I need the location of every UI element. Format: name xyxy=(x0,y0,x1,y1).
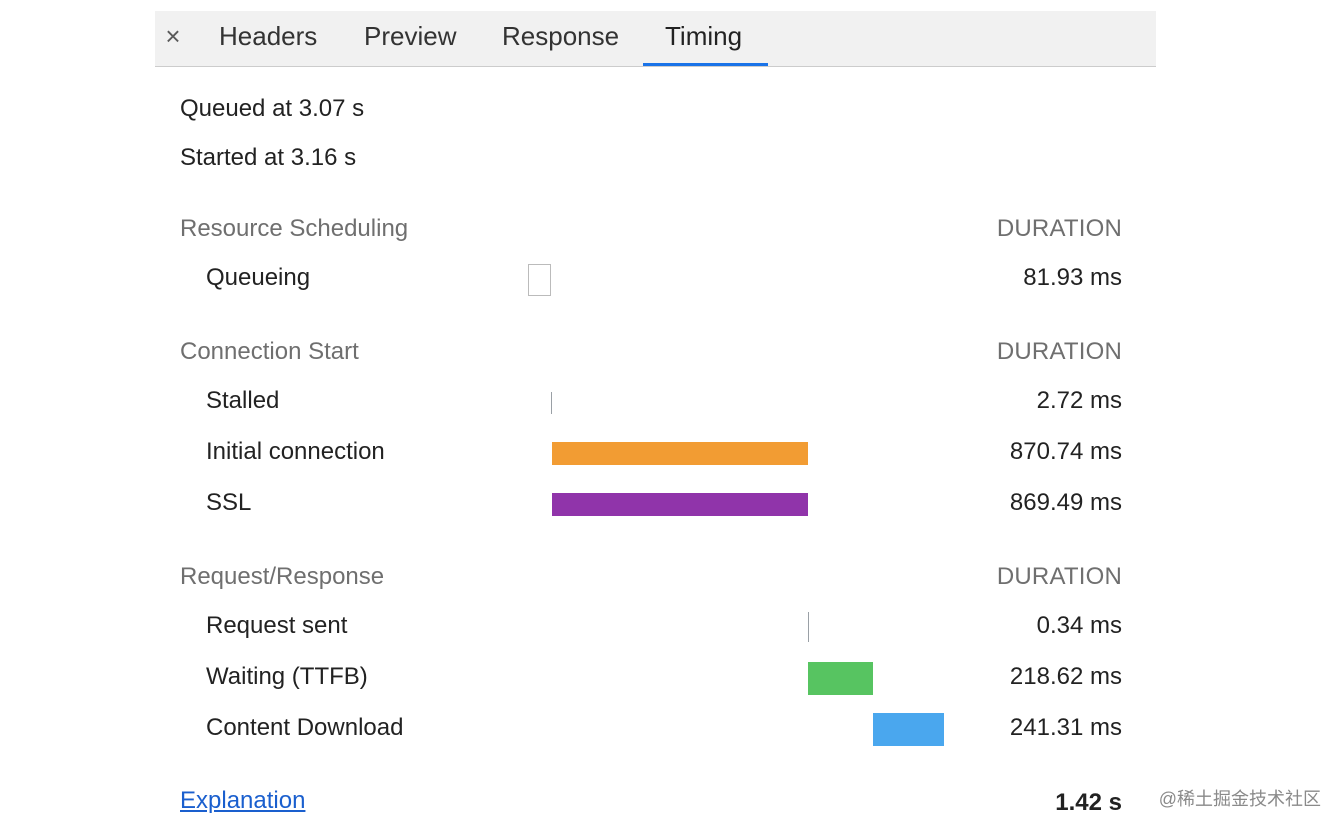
section-title: Connection Start xyxy=(180,338,359,365)
row-value: 218.62 ms xyxy=(1009,663,1122,690)
row-value: 81.93 ms xyxy=(1023,264,1122,291)
queued-at-text: Queued at 3.07 s xyxy=(180,95,365,122)
section-resource-scheduling: Resource Scheduling DURATION xyxy=(180,215,1122,243)
content-download-bar xyxy=(873,713,944,746)
timing-row-content-download: Content Download 241.31 ms xyxy=(206,712,1122,744)
active-tab-indicator xyxy=(643,63,768,66)
timing-row-stalled: Stalled 2.72 ms xyxy=(206,385,1122,417)
explanation-link[interactable]: Explanation xyxy=(180,787,306,814)
row-label: Stalled xyxy=(206,387,280,414)
initial-connection-bar xyxy=(552,442,808,465)
row-value: 241.31 ms xyxy=(1009,714,1122,741)
row-label: Content Download xyxy=(206,714,404,741)
waiting-ttfb-bar xyxy=(808,662,873,695)
section-title: Request/Response xyxy=(180,563,385,590)
total-duration: 1.42 s xyxy=(1055,789,1122,816)
section-title: Resource Scheduling xyxy=(180,215,409,242)
tab-timing[interactable]: Timing xyxy=(665,21,743,51)
row-value: 870.74 ms xyxy=(1009,438,1122,465)
section-connection-start: Connection Start DURATION xyxy=(180,338,1122,366)
row-value: 0.34 ms xyxy=(1036,612,1122,639)
row-label: Queueing xyxy=(206,264,311,291)
queueing-bar xyxy=(528,264,551,296)
duration-header: DURATION xyxy=(996,563,1122,590)
request-sent-bar xyxy=(808,612,809,642)
ssl-bar xyxy=(552,493,808,516)
tab-preview[interactable]: Preview xyxy=(364,21,457,51)
row-label: Request sent xyxy=(206,612,348,639)
row-label: SSL xyxy=(206,489,252,516)
tab-headers[interactable]: Headers xyxy=(219,21,318,51)
duration-header: DURATION xyxy=(996,215,1122,242)
timing-row-queueing: Queueing 81.93 ms xyxy=(206,262,1122,294)
timing-row-waiting-ttfb: Waiting (TTFB) 218.62 ms xyxy=(206,661,1122,693)
row-value: 2.72 ms xyxy=(1036,387,1122,414)
row-value: 869.49 ms xyxy=(1009,489,1122,516)
stalled-bar xyxy=(551,392,552,414)
duration-header: DURATION xyxy=(996,338,1122,365)
tab-bar xyxy=(155,11,1156,67)
timing-row-request-sent: Request sent 0.34 ms xyxy=(206,610,1122,642)
close-icon[interactable]: × xyxy=(165,21,181,51)
row-label: Initial connection xyxy=(206,438,385,465)
tab-response[interactable]: Response xyxy=(502,21,620,51)
started-at-text: Started at 3.16 s xyxy=(180,144,357,171)
section-request-response: Request/Response DURATION xyxy=(180,563,1122,591)
timing-row-initial-connection: Initial connection 870.74 ms xyxy=(206,436,1122,468)
row-label: Waiting (TTFB) xyxy=(206,663,368,690)
watermark: @稀土掘金技术社区 xyxy=(1158,789,1321,809)
timing-row-ssl: SSL 869.49 ms xyxy=(206,487,1122,519)
